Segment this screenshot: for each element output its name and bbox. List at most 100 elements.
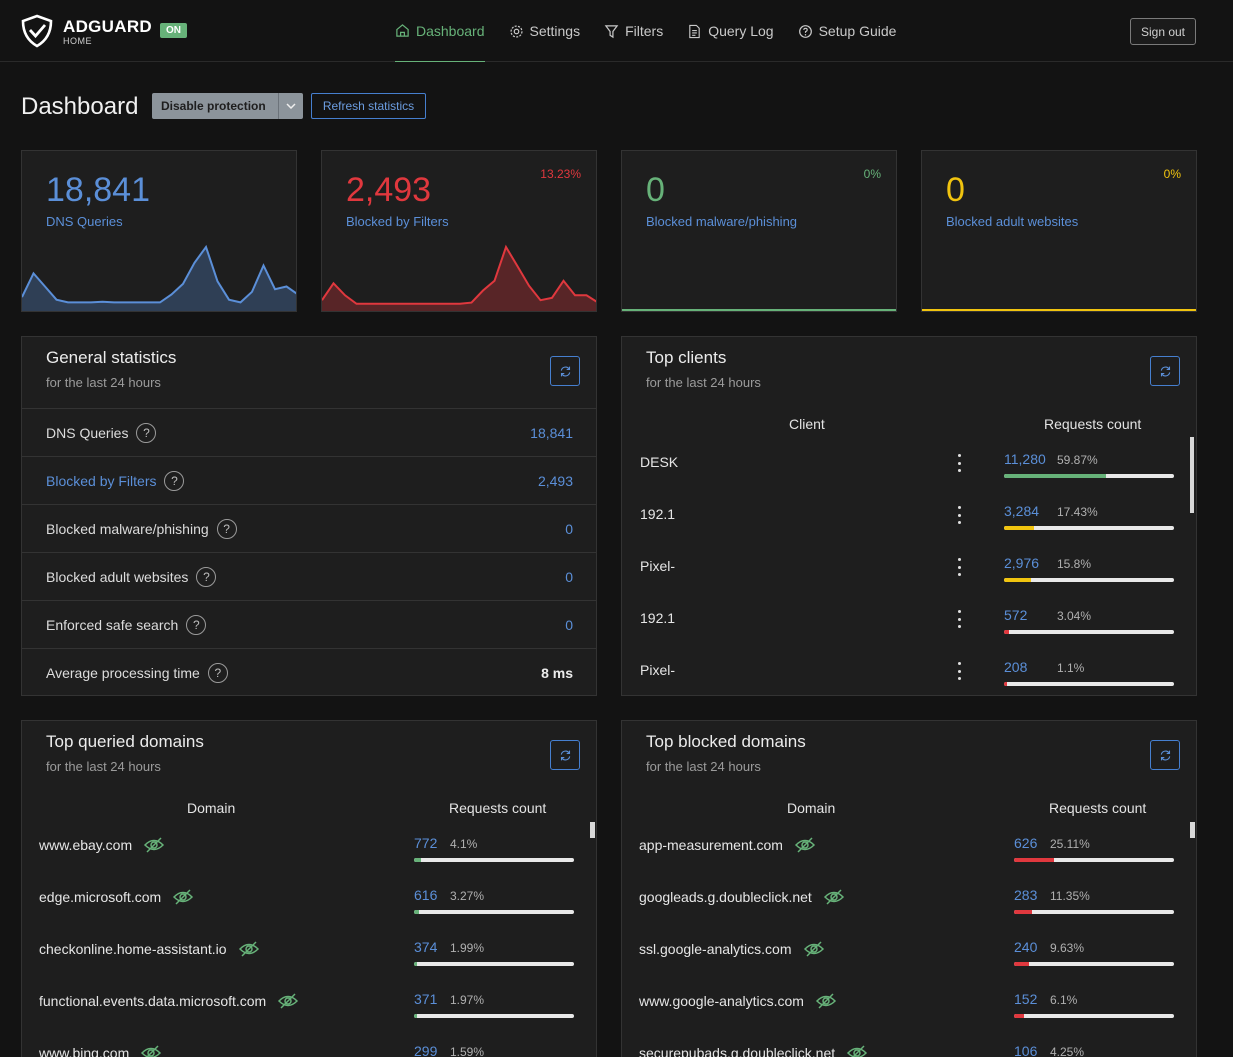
kebab-menu-icon[interactable] bbox=[957, 506, 961, 524]
general-row-blocked-malware: Blocked malware/phishing? 0 bbox=[22, 504, 597, 552]
domain-link[interactable]: ssl.google-analytics.com bbox=[639, 941, 792, 957]
client-name[interactable]: Pixel- bbox=[640, 558, 676, 574]
client-name[interactable]: Pixel- bbox=[640, 662, 676, 678]
refresh-general-button[interactable] bbox=[550, 356, 580, 386]
kebab-dot bbox=[957, 565, 961, 569]
hidden-eye-icon[interactable] bbox=[277, 992, 299, 1010]
kebab-menu-icon[interactable] bbox=[957, 454, 961, 472]
hidden-eye-icon[interactable] bbox=[238, 940, 260, 958]
request-count-link[interactable]: 626 bbox=[1014, 835, 1038, 851]
domain-link[interactable]: app-measurement.com bbox=[639, 837, 783, 853]
refresh-blocked-button[interactable] bbox=[1150, 740, 1180, 770]
request-count-link[interactable]: 572 bbox=[1004, 607, 1028, 623]
hidden-eye-icon[interactable] bbox=[803, 940, 825, 958]
nav-settings[interactable]: Settings bbox=[509, 0, 580, 62]
domain-link[interactable]: edge.microsoft.com bbox=[39, 889, 162, 905]
column-header-requests[interactable]: Requests count bbox=[449, 800, 547, 816]
hidden-eye-icon[interactable] bbox=[140, 1044, 162, 1057]
column-header-requests[interactable]: Requests count bbox=[1049, 800, 1147, 816]
brand-subtitle: HOME bbox=[63, 36, 92, 46]
client-name[interactable]: 192.1 bbox=[640, 610, 676, 626]
nav-filters[interactable]: Filters bbox=[604, 0, 663, 62]
nav-setup-guide[interactable]: Setup Guide bbox=[798, 0, 896, 62]
disable-protection-dropdown-toggle[interactable] bbox=[278, 93, 303, 119]
refresh-clients-button[interactable] bbox=[1150, 356, 1180, 386]
hidden-eye-icon[interactable] bbox=[815, 992, 837, 1010]
client-name[interactable]: DESK bbox=[640, 454, 679, 470]
request-percent: 3.27% bbox=[450, 889, 485, 903]
request-count-link[interactable]: 11,280 bbox=[1004, 451, 1046, 467]
kebab-dot bbox=[957, 469, 961, 472]
kebab-menu-icon[interactable] bbox=[957, 610, 961, 628]
stat-label: Blocked by Filters bbox=[346, 214, 449, 229]
domain-link[interactable]: www.google-analytics.com bbox=[639, 993, 804, 1009]
disable-protection-button[interactable]: Disable protection bbox=[152, 93, 278, 119]
request-count-link[interactable]: 106 bbox=[1014, 1043, 1038, 1057]
request-count-link[interactable]: 3,284 bbox=[1004, 503, 1040, 519]
request-count-link[interactable]: 152 bbox=[1014, 991, 1038, 1007]
help-icon[interactable]: ? bbox=[186, 614, 207, 635]
hidden-eye-icon[interactable] bbox=[846, 1044, 868, 1057]
domain-link[interactable]: www.ebay.com bbox=[39, 837, 133, 853]
refresh-statistics-button[interactable]: Refresh statistics bbox=[311, 93, 426, 119]
adguard-shield-logo-icon[interactable] bbox=[20, 14, 54, 48]
help-icon[interactable]: ? bbox=[136, 422, 157, 443]
hidden-eye-icon[interactable] bbox=[143, 836, 165, 854]
panel-subtitle: for the last 24 hours bbox=[646, 375, 761, 390]
sign-out-button[interactable]: Sign out bbox=[1130, 18, 1196, 45]
column-header-domain[interactable]: Domain bbox=[787, 800, 836, 816]
help-icon[interactable]: ? bbox=[196, 566, 217, 587]
scrollbar-thumb[interactable] bbox=[590, 822, 595, 838]
help-icon[interactable]: ? bbox=[207, 662, 228, 683]
sparkline-line bbox=[22, 244, 296, 304]
refresh-icon bbox=[560, 750, 570, 760]
domain-link[interactable]: checkonline.home-assistant.io bbox=[39, 941, 227, 957]
request-count-link[interactable]: 240 bbox=[1014, 939, 1038, 955]
row-value: 8 ms bbox=[541, 664, 573, 681]
scrollbar-thumb[interactable] bbox=[1190, 822, 1195, 838]
request-count-link[interactable]: 208 bbox=[1004, 659, 1028, 675]
request-count-link[interactable]: 299 bbox=[414, 1043, 438, 1057]
column-header-client[interactable]: Client bbox=[789, 416, 825, 432]
request-count-link[interactable]: 283 bbox=[1014, 887, 1038, 903]
help-icon[interactable]: ? bbox=[216, 518, 237, 539]
domain-link[interactable]: googleads.g.doubleclick.net bbox=[639, 889, 812, 905]
domain-link[interactable]: www.bing.com bbox=[39, 1045, 130, 1057]
kebab-dot bbox=[957, 573, 961, 576]
panel-subtitle: for the last 24 hours bbox=[46, 375, 161, 390]
top-clients-panel: Top clients for the last 24 hours Client… bbox=[621, 336, 1197, 696]
request-count-link[interactable]: 616 bbox=[414, 887, 438, 903]
top-header: ADGUARD HOME ON Dashboard Settings Filte… bbox=[0, 0, 1233, 62]
stat-value: 18,841 bbox=[46, 171, 150, 209]
scrollbar-thumb[interactable] bbox=[1190, 437, 1194, 513]
domain-link[interactable]: securepubads.g.doubleclick.net bbox=[639, 1045, 836, 1057]
nav-query-log-label: Query Log bbox=[708, 23, 774, 39]
usage-bar-fill bbox=[1004, 578, 1031, 582]
refresh-queried-button[interactable] bbox=[550, 740, 580, 770]
request-percent: 4.1% bbox=[450, 837, 478, 851]
panel-title: General statistics bbox=[46, 348, 177, 367]
hidden-eye-icon[interactable] bbox=[823, 888, 845, 906]
request-count-link[interactable]: 2,976 bbox=[1004, 555, 1040, 571]
request-count-link[interactable]: 374 bbox=[414, 939, 438, 955]
request-count-link[interactable]: 772 bbox=[414, 835, 438, 851]
kebab-menu-icon[interactable] bbox=[957, 558, 961, 576]
client-name[interactable]: 192.1 bbox=[640, 506, 676, 522]
nav-dashboard[interactable]: Dashboard bbox=[395, 0, 485, 62]
help-icon[interactable]: ? bbox=[164, 470, 185, 491]
hidden-eye-icon[interactable] bbox=[172, 888, 194, 906]
help-circle-icon bbox=[798, 24, 812, 38]
blocked-filters-sparkline bbox=[322, 244, 596, 311]
hidden-eye-icon[interactable] bbox=[794, 836, 816, 854]
usage-bar bbox=[1004, 578, 1174, 582]
column-header-requests[interactable]: Requests count bbox=[1044, 416, 1142, 432]
usage-bar-fill bbox=[1014, 1014, 1024, 1018]
domain-link[interactable]: functional.events.data.microsoft.com bbox=[39, 993, 267, 1009]
kebab-menu-icon[interactable] bbox=[957, 662, 961, 680]
status-badge: ON bbox=[160, 23, 187, 38]
nav-query-log[interactable]: Query Log bbox=[687, 0, 774, 62]
blocked-filters-link[interactable]: Blocked by Filters bbox=[46, 472, 157, 489]
column-header-domain[interactable]: Domain bbox=[187, 800, 236, 816]
request-count-link[interactable]: 371 bbox=[414, 991, 438, 1007]
stat-percent: 0% bbox=[863, 167, 881, 181]
